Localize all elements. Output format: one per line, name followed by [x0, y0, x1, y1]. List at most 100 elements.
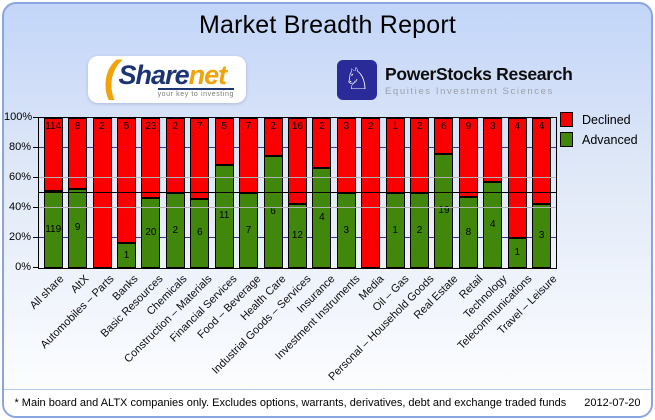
- bar-slot: 6 19: [432, 118, 456, 268]
- declined-segment: 2: [361, 118, 381, 268]
- advanced-segment: 1: [116, 243, 136, 268]
- bar-11: 16 12: [287, 118, 307, 268]
- bar-5: 23 20: [141, 118, 161, 268]
- advanced-segment: 12: [287, 203, 307, 268]
- declined-value-label: 6: [441, 121, 447, 132]
- declined-value-label: 7: [245, 121, 252, 132]
- advanced-value-label: 119: [45, 223, 62, 235]
- bar-17: 6 19: [434, 118, 454, 268]
- declined-segment: 7: [190, 118, 210, 199]
- advanced-value-label: 19: [438, 205, 450, 216]
- declined-segment: 8: [68, 118, 88, 189]
- declined-segment: 4: [507, 118, 527, 238]
- advanced-value-label: 12: [291, 229, 303, 241]
- bar-14: 2: [361, 118, 381, 268]
- declined-value-label: 5: [123, 121, 130, 132]
- declined-value-label: 4: [514, 121, 520, 132]
- declined-value-label: 9: [465, 121, 472, 132]
- y-axis-tick: [33, 147, 38, 148]
- bar-slot: 16 12: [285, 118, 309, 268]
- declined-segment: 7: [239, 118, 259, 193]
- declined-value-label: 23: [145, 121, 157, 132]
- gridline-minor: [39, 207, 556, 208]
- declined-segment: 2: [410, 118, 430, 193]
- declined-segment: 5: [214, 118, 234, 165]
- y-axis-tick: [33, 177, 38, 178]
- legend-item-advanced: Advanced: [560, 132, 638, 147]
- advanced-value-label: 7: [245, 224, 252, 236]
- advanced-segment: 119: [43, 191, 63, 268]
- declined-value-label: 2: [270, 121, 276, 132]
- declined-segment: 5: [116, 118, 136, 243]
- y-axis-label: 20%: [8, 231, 31, 243]
- sharenet-logo-text-net: net: [188, 60, 227, 90]
- advanced-value-label: 1: [392, 224, 398, 236]
- declined-segment: 3: [336, 118, 356, 193]
- declined-segment: 23: [141, 118, 161, 199]
- y-axis-tick: [33, 207, 38, 208]
- y-axis-tick: [33, 267, 38, 268]
- fifty-percent-line: [39, 192, 556, 193]
- bar-slot: 114 119: [41, 118, 65, 268]
- advanced-value-label: 11: [218, 210, 230, 222]
- declined-segment: 2: [263, 118, 283, 156]
- advanced-segment: 7: [239, 193, 259, 268]
- bar-8: 5 11: [214, 118, 234, 268]
- advanced-segment: 2: [410, 193, 430, 268]
- declined-segment: 2: [312, 118, 332, 168]
- bar-slot: 5 11: [212, 118, 236, 268]
- bars: 114 119 8 9 2 5 1 23 20 2 2 7 6 5 11 7 7 2 6 16 12 2 4 3 3 2 1 1 2 2 6…: [39, 118, 556, 268]
- advanced-segment: 3: [532, 203, 552, 268]
- declined-segment: 3: [483, 118, 503, 183]
- declined-segment: 4: [532, 118, 552, 204]
- y-axis-label: 0%: [15, 261, 31, 273]
- declined-value-label: 2: [99, 121, 105, 132]
- declined-value-label: 1: [392, 121, 398, 132]
- y-axis-label: 40%: [8, 201, 31, 213]
- chart-area: 114 119 8 9 2 5 1 23 20 2 2 7 6 5 11 7 7 2 6 16 12 2 4 3 3 2 1 1 2 2 6…: [4, 4, 651, 416]
- plot-area: 114 119 8 9 2 5 1 23 20 2 2 7 6 5 11 7 7 2 6 16 12 2 4 3 3 2 1 1 2 2 6…: [38, 117, 557, 269]
- advanced-segment: 6: [263, 155, 283, 268]
- declined-segment: 6: [434, 118, 454, 154]
- powerstocks-name: PowerStocks Research: [385, 63, 573, 84]
- sharenet-logo-text-share: Share: [118, 60, 190, 90]
- y-axis-label: 100%: [4, 111, 33, 123]
- declined-value-label: 2: [367, 121, 374, 132]
- declined-segment: 9: [458, 118, 478, 198]
- powerstocks-logo: ♘ PowerStocks Research Equities Investme…: [337, 60, 573, 100]
- bar-slot: 2: [90, 118, 114, 268]
- legend: Declined Advanced: [560, 112, 638, 152]
- declined-value-label: 4: [538, 121, 545, 132]
- advanced-value-label: 1: [123, 249, 130, 261]
- advanced-value-label: 6: [196, 227, 203, 239]
- advanced-segment: 4: [483, 182, 503, 268]
- bar-1: 114 119: [43, 118, 63, 268]
- advanced-segment: 1: [507, 238, 527, 268]
- declined-segment: 2: [92, 118, 112, 268]
- declined-segment: 16: [287, 118, 307, 204]
- advanced-segment: 3: [336, 193, 356, 268]
- declined-value-label: 2: [172, 121, 179, 132]
- footer: * Main board and ALTX companies only. Ex…: [4, 389, 651, 416]
- declined-value-label: 8: [74, 121, 81, 132]
- advanced-value-label: 4: [490, 219, 496, 231]
- declined-segment: 2: [165, 118, 185, 193]
